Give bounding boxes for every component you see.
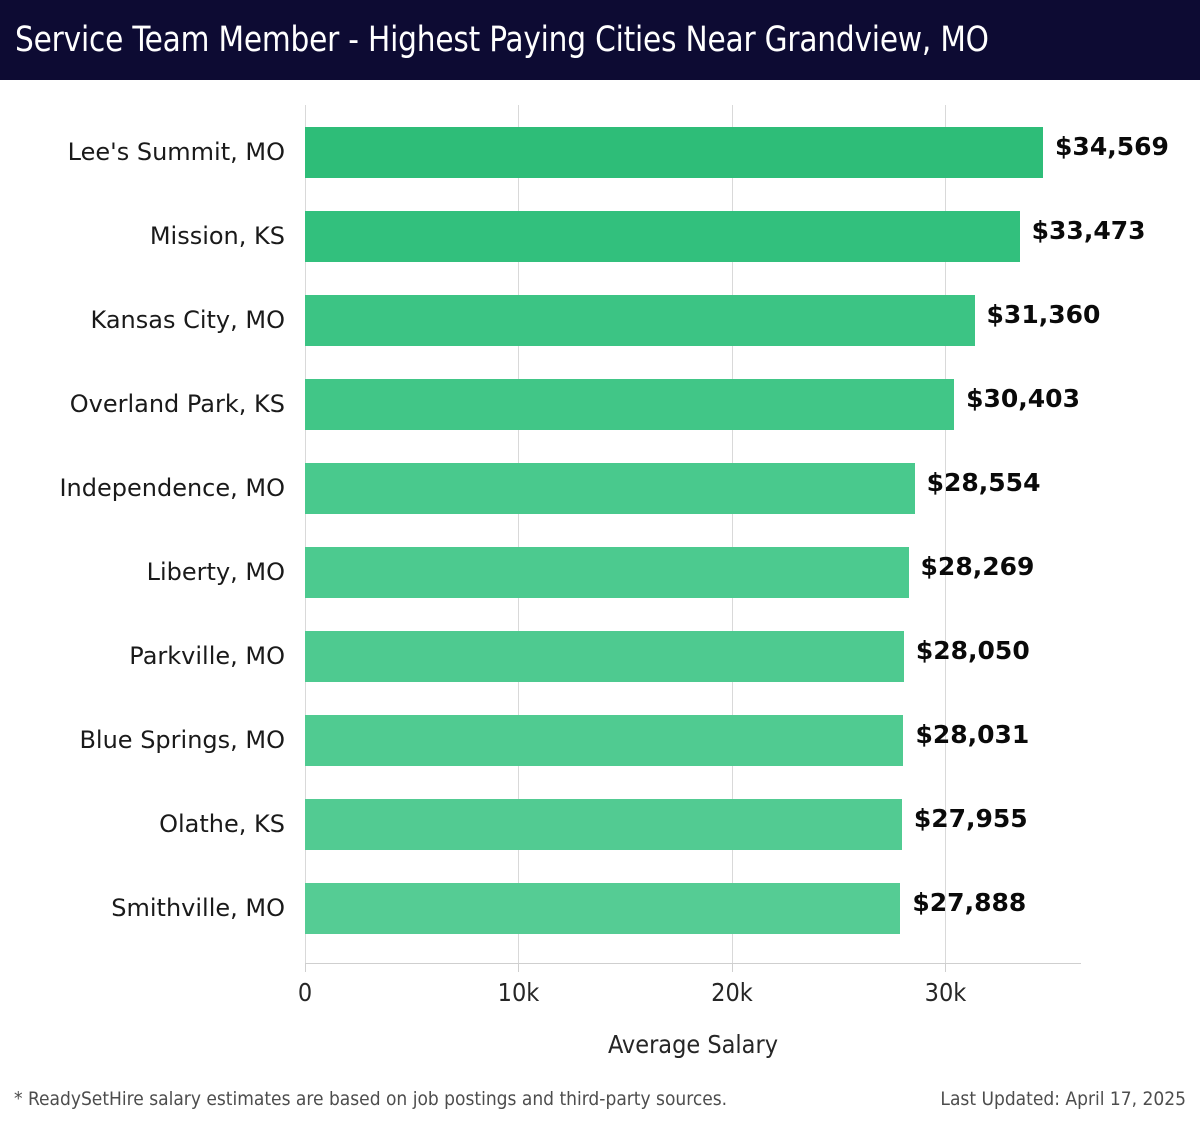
category-label: Parkville, MO — [129, 642, 285, 670]
category-label: Lee's Summit, MO — [67, 138, 285, 166]
bar[interactable] — [305, 799, 902, 850]
bar[interactable] — [305, 883, 901, 934]
x-tick-20k — [731, 963, 733, 972]
bar-row[interactable]: Liberty, MO $28,269 — [0, 530, 1200, 614]
bar-row[interactable]: Parkville, MO $28,050 — [0, 614, 1200, 698]
x-tick-label-20k: 20k — [711, 978, 753, 1007]
bar-row[interactable]: Lee's Summit, MO $34,569 — [0, 110, 1200, 194]
x-tick-label-30k: 30k — [924, 978, 967, 1007]
x-tick-0 — [305, 963, 306, 972]
bar[interactable] — [305, 379, 955, 430]
category-label: Blue Springs, MO — [79, 726, 285, 754]
bar[interactable] — [305, 211, 1020, 262]
bar-value-label: $28,031 — [915, 720, 1030, 749]
category-label: Smithville, MO — [111, 894, 285, 922]
last-updated-text: Last Updated: April 17, 2025 — [940, 1088, 1186, 1110]
gridline-20k — [731, 105, 733, 963]
chart-footer: * ReadySetHire salary estimates are base… — [0, 1088, 1200, 1140]
bar-value-label: $33,473 — [1031, 216, 1146, 245]
plot-wrapper: Lee's Summit, MO $34,569 Mission, KS $33,47… — [0, 80, 1200, 1059]
category-label: Mission, KS — [149, 222, 285, 250]
bar-row[interactable]: Smithville, MO $27,888 — [0, 866, 1200, 950]
bar-row[interactable]: Independence, MO $28,554 — [0, 446, 1200, 530]
bar[interactable] — [305, 127, 1044, 178]
bar-row[interactable]: Overland Park, KS $30,403 — [0, 362, 1200, 446]
category-label: Liberty, MO — [146, 558, 285, 586]
chart-title-bar: Service Team Member - Highest Paying Cit… — [0, 0, 1200, 80]
bar-row[interactable]: Kansas City, MO $31,360 — [0, 278, 1200, 362]
category-label: Overland Park, KS — [69, 390, 285, 418]
bar-value-label: $27,955 — [913, 804, 1028, 833]
gridline-0 — [305, 105, 306, 963]
gridline-30k — [945, 105, 947, 963]
bar[interactable] — [305, 631, 904, 682]
bar[interactable] — [305, 547, 909, 598]
page-title: Service Team Member - Highest Paying Cit… — [15, 20, 989, 60]
category-label: Independence, MO — [59, 474, 285, 502]
bar-row[interactable]: Blue Springs, MO $28,031 — [0, 698, 1200, 782]
x-tick-10k — [518, 963, 520, 972]
bar-value-label: $28,050 — [915, 636, 1030, 665]
footnote-text: * ReadySetHire salary estimates are base… — [14, 1088, 728, 1110]
bar[interactable] — [305, 295, 975, 346]
bar-value-label: $27,888 — [912, 888, 1027, 917]
bar[interactable] — [305, 463, 915, 514]
bar-value-label: $30,403 — [966, 384, 1080, 413]
category-label: Kansas City, MO — [90, 306, 285, 334]
bar-value-label: $28,554 — [926, 468, 1041, 497]
bar[interactable] — [305, 715, 904, 766]
bar-value-label: $28,269 — [920, 552, 1035, 581]
x-tick-label-10k: 10k — [497, 978, 540, 1007]
bar-row[interactable]: Olathe, KS $27,955 — [0, 782, 1200, 866]
gridline-10k — [518, 105, 520, 963]
x-axis-line — [305, 963, 1081, 964]
bar-value-label: $34,569 — [1055, 132, 1169, 161]
x-axis-title: Average Salary — [608, 1030, 778, 1059]
bar-row[interactable]: Mission, KS $33,473 — [0, 194, 1200, 278]
category-label: Olathe, KS — [159, 810, 285, 838]
x-tick-30k — [945, 963, 947, 972]
x-tick-label-0: 0 — [297, 978, 313, 1007]
bar-value-label: $31,360 — [986, 300, 1101, 329]
